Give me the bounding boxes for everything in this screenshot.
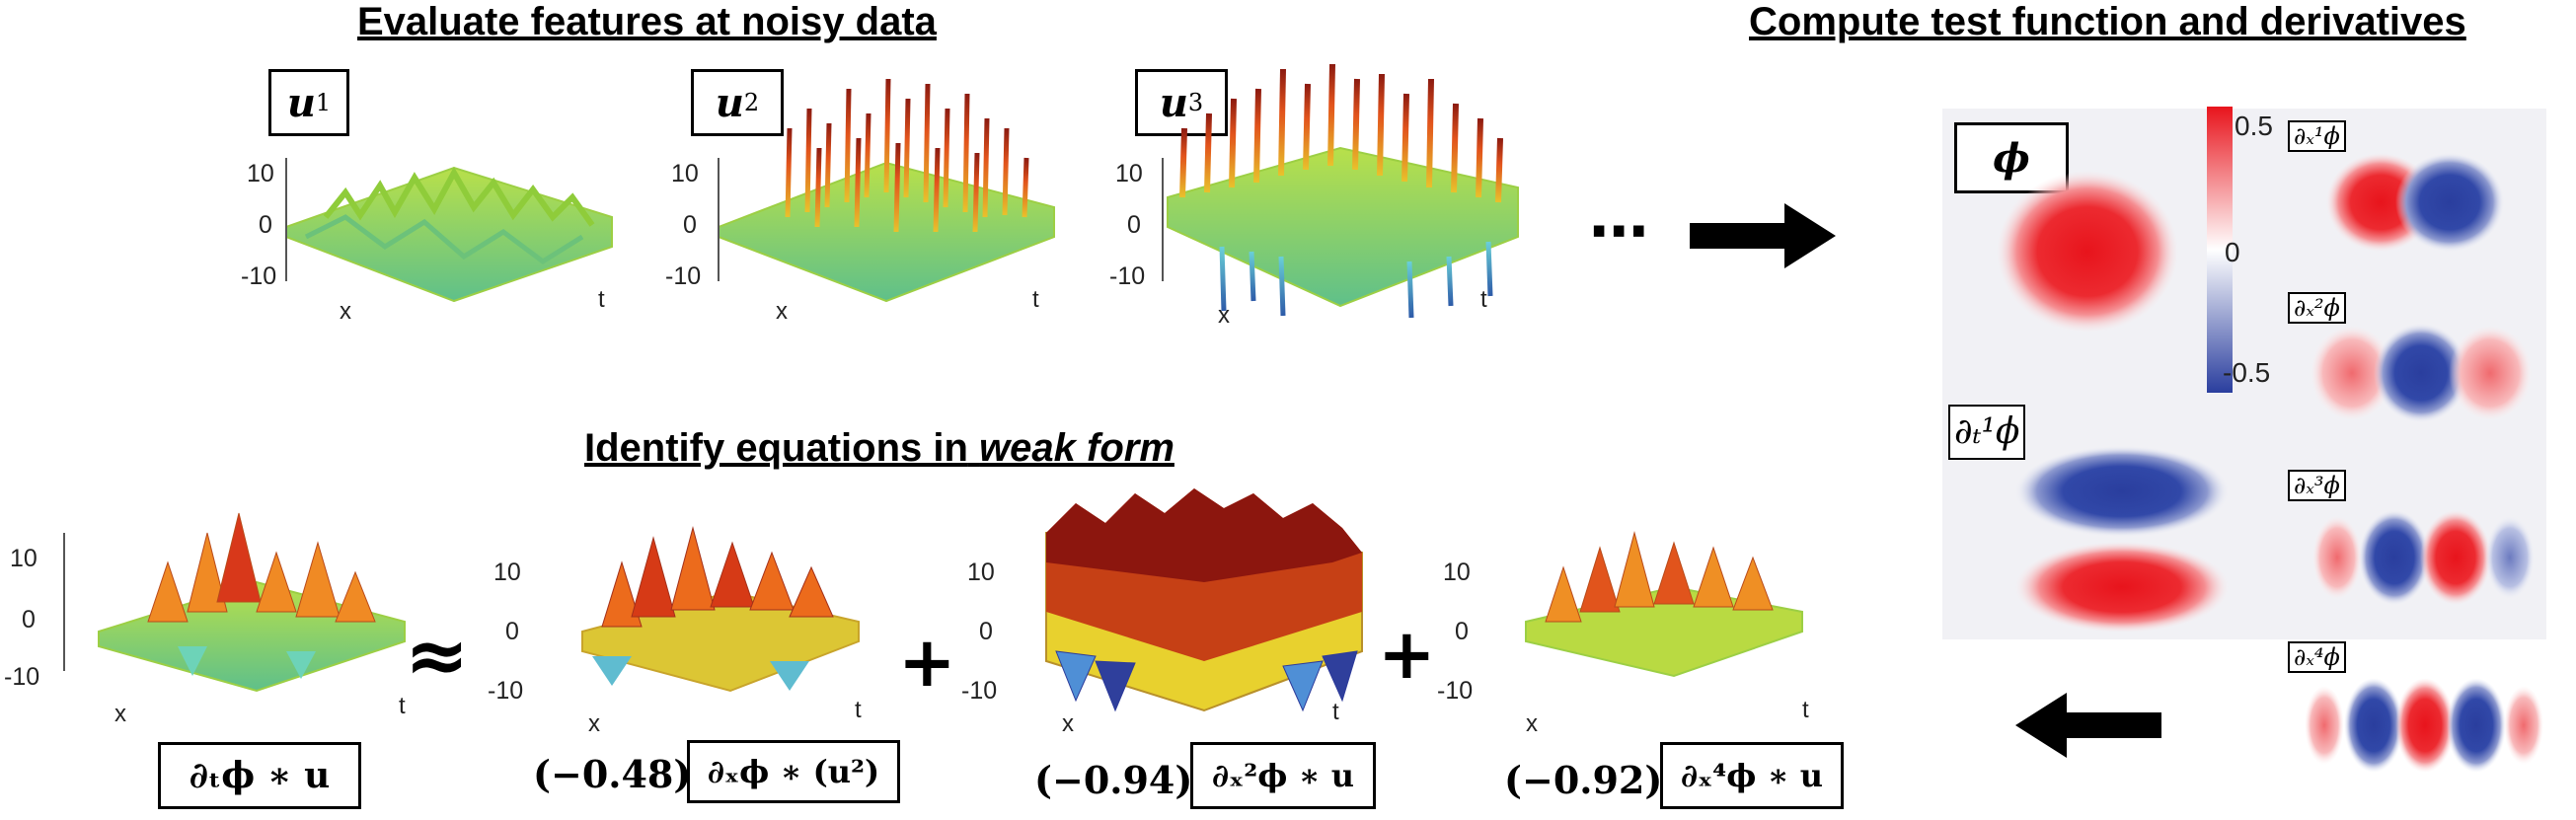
coef-term1: (−0.48) [533,752,692,796]
label-dx3-phi: ∂ₓ³ϕ [2288,470,2346,501]
t2-ztick-10: 10 [967,559,995,586]
label-u1-sup: 1 [315,89,332,116]
surface-plot-u1 [285,158,613,303]
surface-plot-term3 [1525,531,1803,678]
arrow-left [2015,693,2161,758]
u2-axis-x: x [776,298,788,325]
heading-identify-text: Identify equations in [584,426,968,470]
label-dt-phi: ∂ₜ¹ϕ [1948,405,2026,460]
colorbar-tick-0-5: 0.5 [2235,111,2273,141]
surface-plot-u2 [718,78,1055,303]
label-term2-expr: ∂ₓ²ϕ ∗ u [1190,742,1376,809]
dx1-phi-heatmap [2326,153,2504,252]
surface-plot-term1 [581,526,860,693]
lhs-ztick-0: 0 [22,606,36,634]
u1-ztick-0: 0 [259,211,272,239]
approx-sign: ≈ [405,612,470,701]
coef-term2: (−0.94) [1034,758,1193,802]
t1-axis-t: t [855,697,862,723]
u3-ztick-0: 0 [1127,211,1141,239]
u2-axis-t: t [1032,286,1039,313]
u2-ztick-0: 0 [683,211,697,239]
t2-axis-t: t [1332,699,1339,725]
dt-phi-heatmap [2015,446,2229,633]
phi-heatmap [1997,171,2178,333]
lhs-axis-x: x [114,701,126,727]
t3-axis-t: t [1802,697,1809,723]
label-u2-base: u [715,79,744,126]
u3-axis-x: x [1218,302,1230,329]
plus-sign-1: + [898,622,956,703]
dx3-phi-heatmap [2312,510,2535,605]
label-dx2-phi: ∂ₓ²ϕ [2288,292,2346,324]
surface-plot-u3 [1162,63,1519,319]
u3-ztick-neg10: -10 [1109,262,1146,290]
label-term1-expr: ∂ₓϕ ∗ (u²) [687,740,900,803]
lhs-axis-t: t [399,693,406,719]
u2-ztick-10: 10 [671,160,699,187]
coef-term3: (−0.92) [1504,758,1663,802]
t2-axis-x: x [1062,710,1074,737]
label-u1-base: u [286,79,316,126]
colorbar [2207,107,2233,393]
u1-ztick-neg10: -10 [241,262,277,290]
u1-axis-t: t [598,286,605,313]
dx2-phi-heatmap [2311,324,2532,422]
u1-axis-x: x [340,298,351,325]
heading-identify-equations: Identify equations in weak form [584,426,1174,471]
t2-ztick-0: 0 [979,618,993,645]
colorbar-tick-0: 0 [2225,237,2240,267]
label-lhs-dt-phi-u: ∂ₜϕ ∗ u [158,742,361,809]
plus-sign-2: + [1378,614,1436,695]
surface-plot-term2 [1045,488,1363,712]
ellipsis: ⋯ [1589,197,1648,266]
t1-ztick-10: 10 [493,559,521,586]
lhs-ztick-neg10: -10 [4,663,40,691]
label-term3-expr: ∂ₓ⁴ϕ ∗ u [1660,742,1844,809]
t3-ztick-neg10: -10 [1437,677,1474,705]
label-u2-sup: 2 [743,89,760,116]
label-u3-base: u [1159,79,1188,126]
dx4-phi-heatmap [2305,678,2543,773]
t1-ztick-0: 0 [505,618,519,645]
t3-ztick-10: 10 [1443,559,1471,586]
label-dx4-phi: ∂ₓ⁴ϕ [2288,641,2346,673]
arrow-right [1690,203,1836,268]
u3-ztick-10: 10 [1115,160,1143,187]
label-u3-sup: 3 [1187,89,1204,116]
surface-plot-lhs [63,512,406,693]
u2-ztick-neg10: -10 [665,262,702,290]
heading-compute-test-function: Compute test function and derivatives [1749,0,2466,43]
t1-axis-x: x [588,710,600,737]
t2-ztick-neg10: -10 [961,677,998,705]
colorbar-tick-neg0-5: -0.5 [2223,357,2271,388]
lhs-ztick-10: 10 [10,545,38,572]
heading-evaluate-features: Evaluate features at noisy data [357,0,937,43]
t3-ztick-0: 0 [1455,618,1469,645]
t3-axis-x: x [1526,710,1538,737]
label-dx1-phi: ∂ₓ¹ϕ [2288,120,2346,152]
t1-ztick-neg10: -10 [488,677,524,705]
u3-axis-t: t [1480,286,1487,313]
heading-weak-form-text: weak form [979,426,1174,470]
u1-ztick-10: 10 [247,160,274,187]
